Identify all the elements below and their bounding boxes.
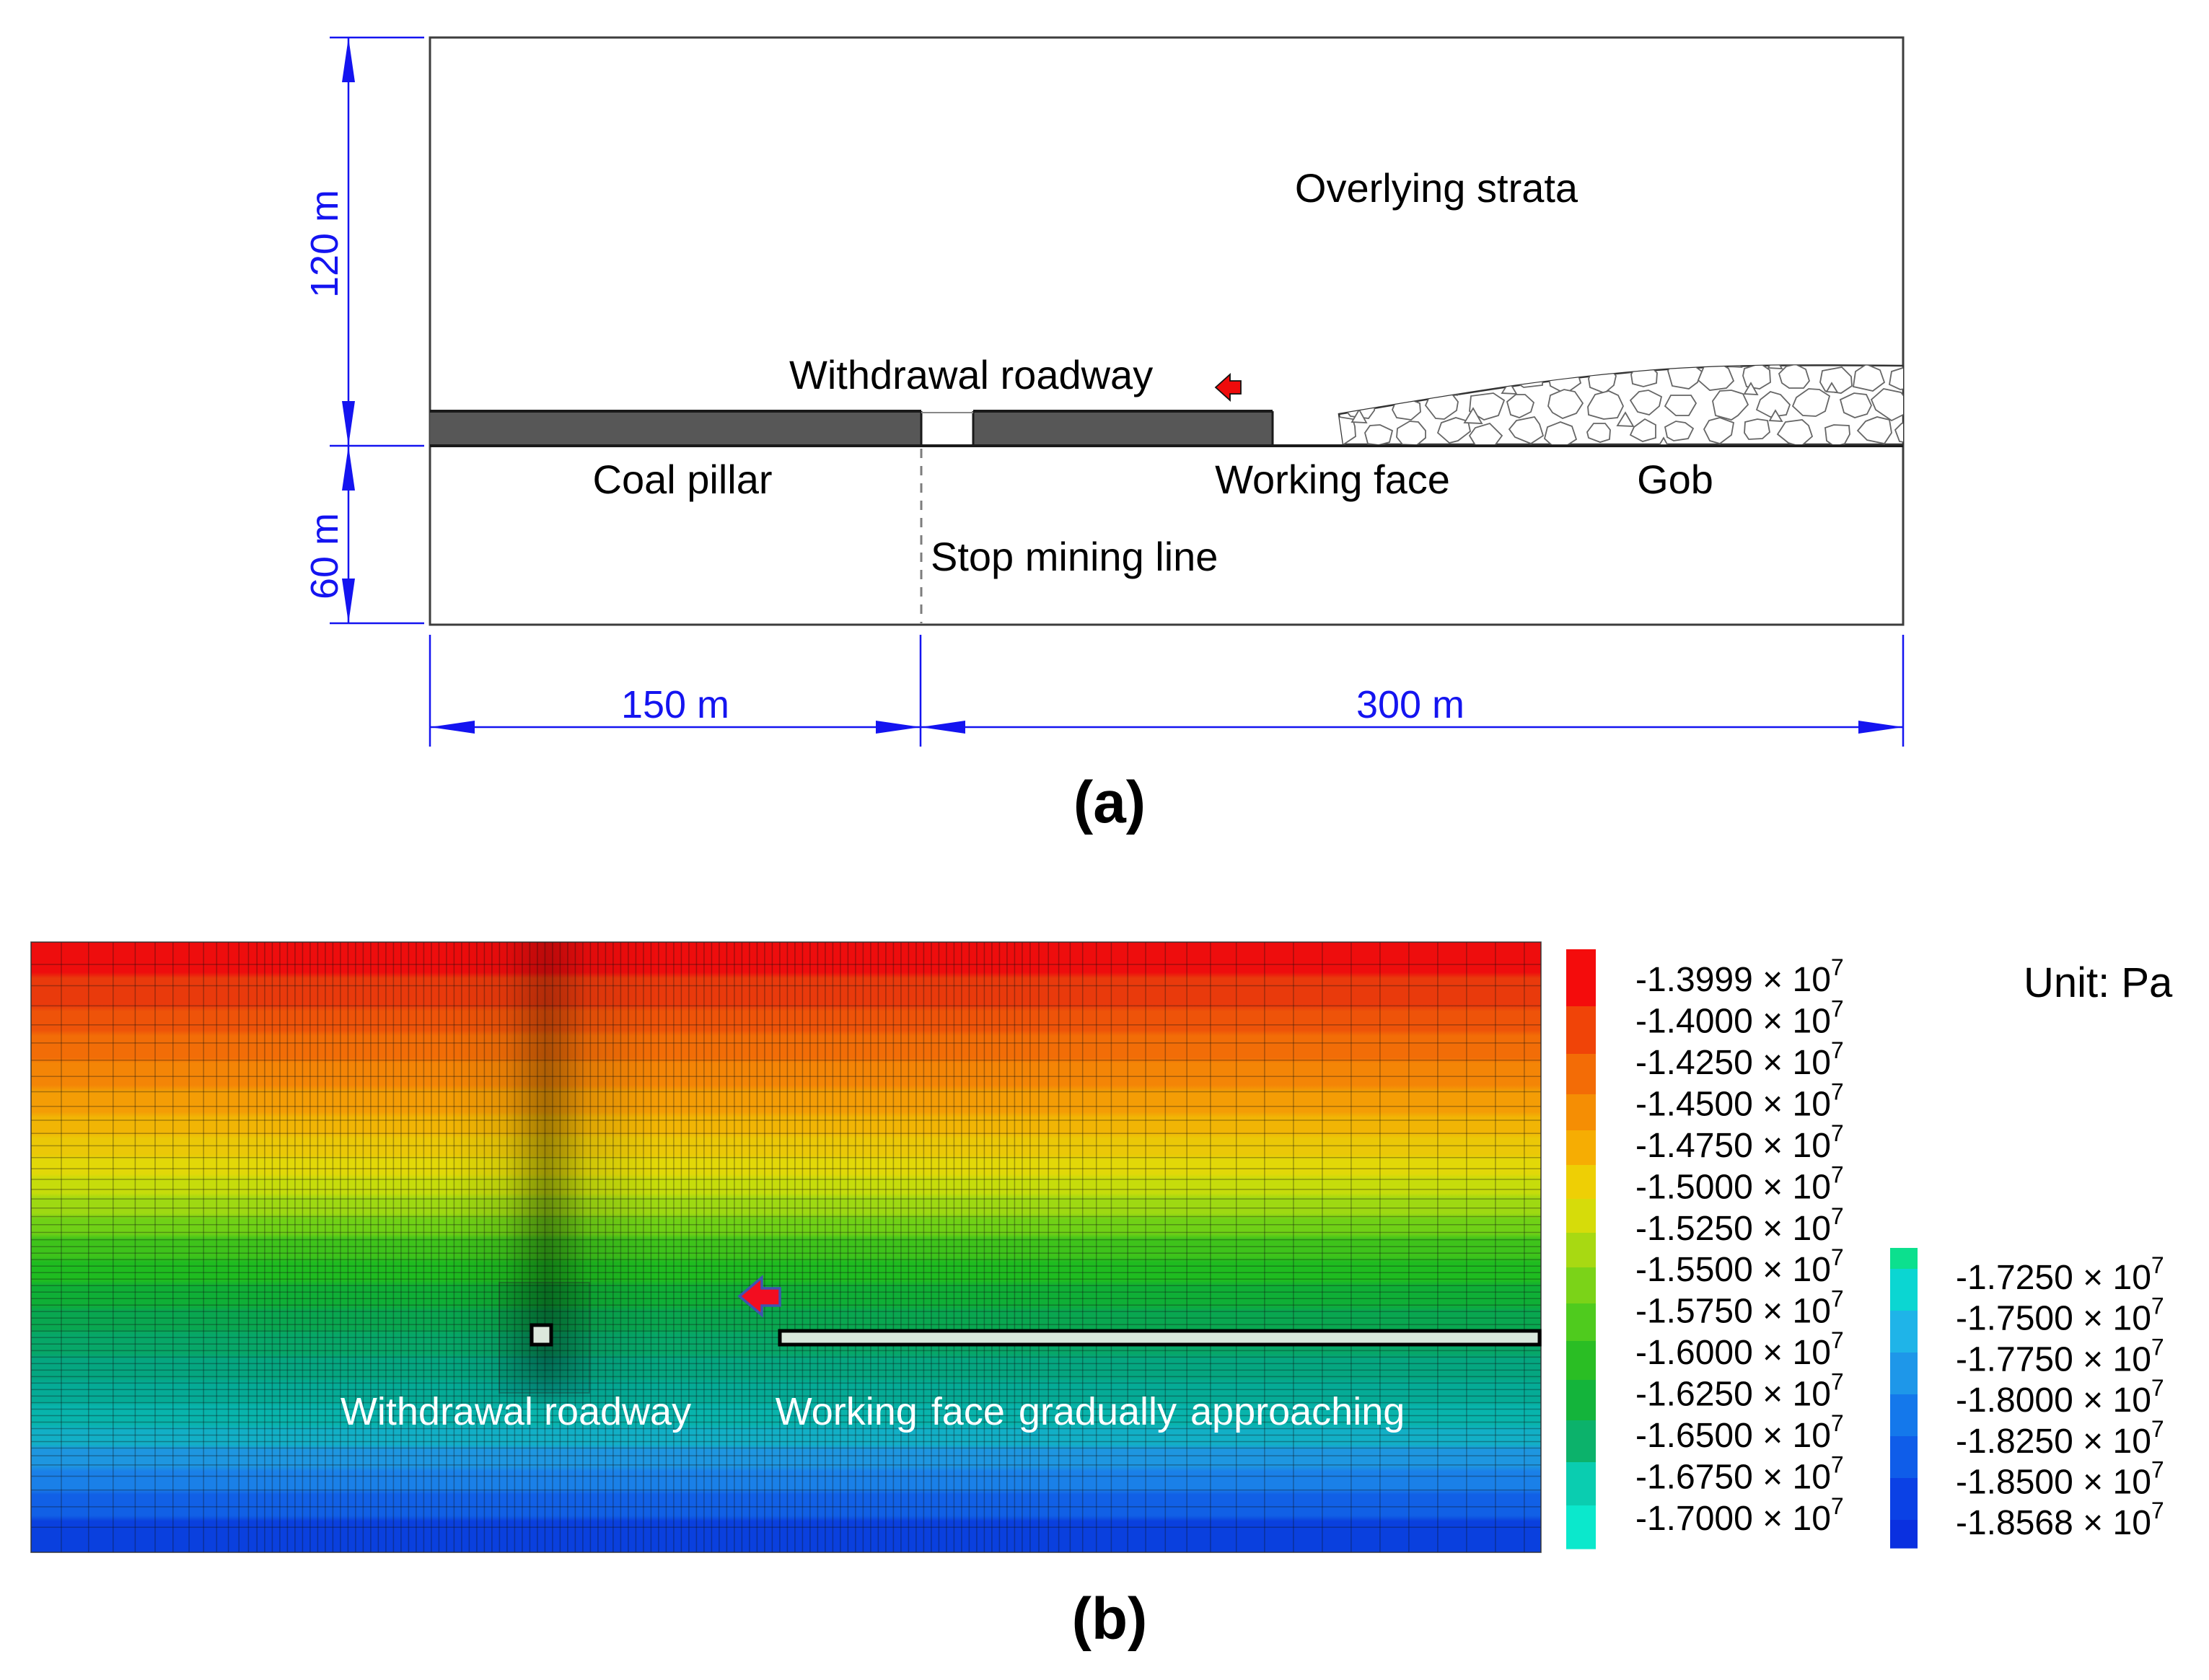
svg-text:Withdrawal roadway: Withdrawal roadway xyxy=(341,1390,691,1433)
svg-text:Coal pillar: Coal pillar xyxy=(593,457,773,502)
svg-text:-1.5000 × 107: -1.5000 × 107 xyxy=(1635,1161,1844,1206)
svg-text:300 m: 300 m xyxy=(1356,683,1464,726)
svg-text:-1.6750 × 107: -1.6750 × 107 xyxy=(1635,1452,1844,1497)
svg-text:-1.5250 × 107: -1.5250 × 107 xyxy=(1635,1203,1844,1248)
svg-text:Overlying strata: Overlying strata xyxy=(1295,165,1578,211)
svg-text:Stop mining line: Stop mining line xyxy=(931,534,1218,579)
svg-text:Working face: Working face xyxy=(1215,457,1450,502)
svg-text:-1.4000 × 107: -1.4000 × 107 xyxy=(1635,995,1844,1040)
svg-text:-1.4500 × 107: -1.4500 × 107 xyxy=(1635,1078,1844,1123)
svg-text:-1.6500 × 107: -1.6500 × 107 xyxy=(1635,1410,1844,1455)
svg-text:(b): (b) xyxy=(1072,1586,1148,1652)
svg-text:Withdrawal roadway: Withdrawal roadway xyxy=(789,352,1153,397)
svg-text:-1.8250 × 107: -1.8250 × 107 xyxy=(1956,1416,2164,1461)
svg-text:-1.8000 × 107: -1.8000 × 107 xyxy=(1956,1375,2164,1420)
svg-text:-1.4750 × 107: -1.4750 × 107 xyxy=(1635,1120,1844,1165)
svg-text:-1.6250 × 107: -1.6250 × 107 xyxy=(1635,1369,1844,1414)
svg-text:-1.5500 × 107: -1.5500 × 107 xyxy=(1635,1244,1844,1289)
svg-text:-1.4250 × 107: -1.4250 × 107 xyxy=(1635,1037,1844,1082)
svg-text:-1.8500 × 107: -1.8500 × 107 xyxy=(1956,1457,2164,1502)
svg-text:-1.7750 × 107: -1.7750 × 107 xyxy=(1956,1334,2164,1378)
svg-text:-1.7500 × 107: -1.7500 × 107 xyxy=(1956,1293,2164,1338)
svg-text:Gob: Gob xyxy=(1637,457,1713,502)
svg-text:-1.6000 × 107: -1.6000 × 107 xyxy=(1635,1327,1844,1372)
svg-text:-1.7250 × 107: -1.7250 × 107 xyxy=(1956,1252,2164,1297)
svg-text:-1.5750 × 107: -1.5750 × 107 xyxy=(1635,1286,1844,1331)
svg-text:(a): (a) xyxy=(1073,770,1146,835)
svg-text:-1.8568 × 107: -1.8568 × 107 xyxy=(1956,1498,2164,1542)
svg-text:Unit: Pa: Unit: Pa xyxy=(2024,959,2173,1006)
svg-text:150 m: 150 m xyxy=(621,683,729,726)
svg-text:120 m: 120 m xyxy=(303,190,346,298)
svg-text:-1.7000 × 107: -1.7000 × 107 xyxy=(1635,1493,1844,1538)
svg-text:60 m: 60 m xyxy=(303,513,346,599)
svg-text:-1.3999 × 107: -1.3999 × 107 xyxy=(1635,954,1844,999)
svg-text:Working face gradually approac: Working face gradually approaching xyxy=(776,1390,1405,1433)
